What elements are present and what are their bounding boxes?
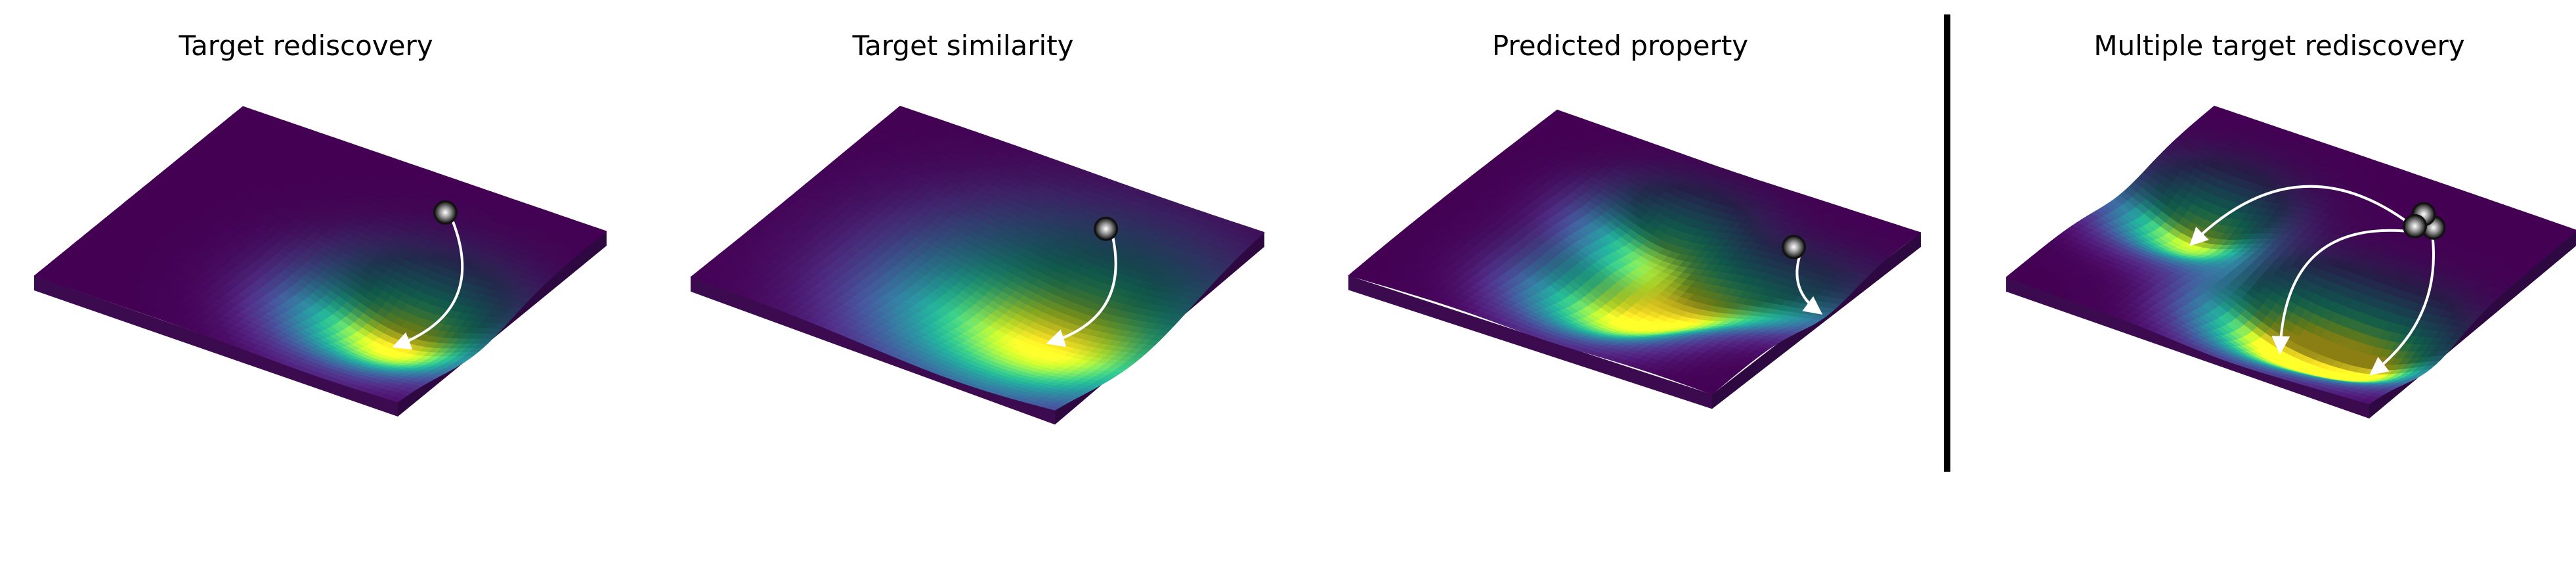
panel-title-3: Predicted property [1492, 30, 1748, 62]
slab-front-left-face [34, 276, 398, 417]
panel-title-4: Multiple target rediscovery [2093, 30, 2464, 62]
surface-mesh [33, 106, 607, 403]
surface-mesh [690, 105, 1265, 411]
agent-sphere-icon [1782, 235, 1807, 260]
slab-front-left-face [2006, 277, 2369, 419]
trajectory-arrow [2189, 185, 2422, 246]
agent-sphere-icon [1094, 216, 1119, 241]
panel-title-1: Target rediscovery [178, 30, 433, 62]
agent-sphere-icon [433, 200, 458, 225]
landscape-target-rediscovery [33, 106, 607, 417]
slab-front-left-face [691, 277, 1055, 425]
landscape-predicted-property [1348, 109, 1921, 409]
landscape-target-similarity [690, 105, 1265, 425]
trajectory-arrow [1795, 253, 1823, 315]
panel-title-2: Target similarity [851, 30, 1073, 62]
landscape-multiple-target-rediscovery [2006, 105, 2576, 419]
surface-mesh [1348, 109, 1921, 395]
surface-mesh [2006, 105, 2576, 405]
trajectory-arrow [2271, 229, 2422, 355]
agent-sphere-icon [2402, 214, 2427, 238]
trajectory-arrow [2369, 220, 2435, 376]
trajectory-arrow [1046, 235, 1117, 348]
slab-front-left-face [1348, 275, 1712, 409]
trajectory-arrow [392, 218, 464, 350]
